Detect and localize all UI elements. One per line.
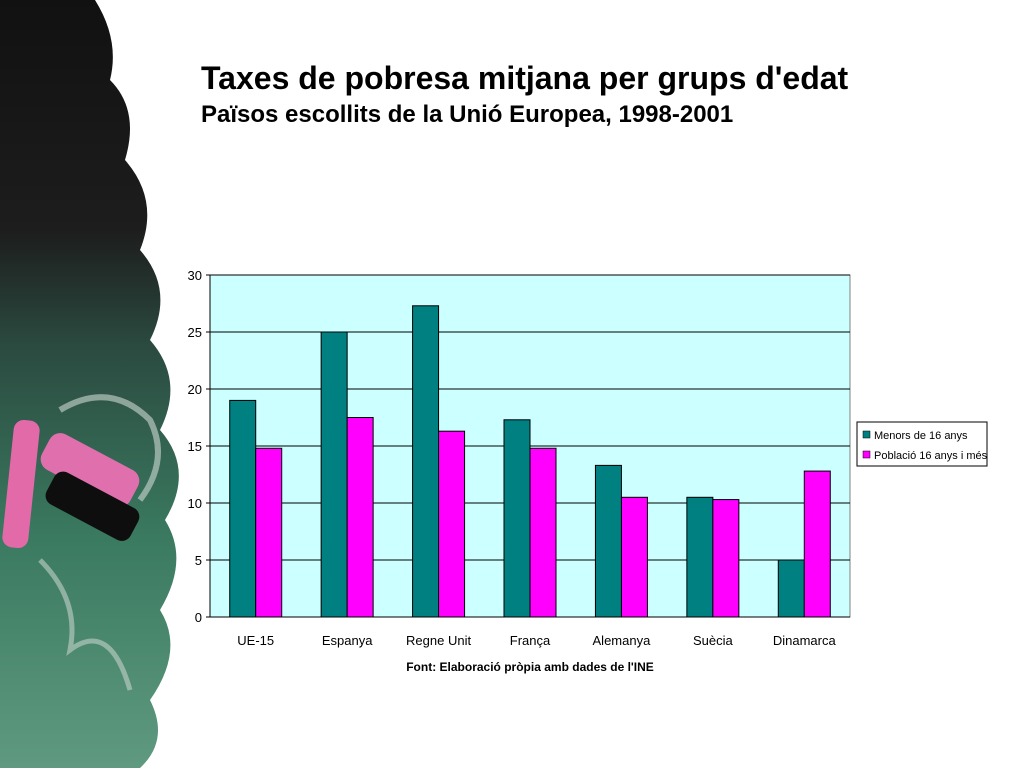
chalkboard-decoration <box>0 0 179 768</box>
bar-poblacio-regne-unit <box>438 430 466 618</box>
legend-box <box>856 421 988 467</box>
page-subtitle: Països escollits de la Unió Europea, 199… <box>201 101 734 128</box>
bar-poblacio-su-cia <box>712 499 740 618</box>
legend-swatch-poblacio <box>862 450 871 459</box>
chalkboard-area <box>0 0 179 768</box>
bar-menors-espanya <box>320 331 348 618</box>
bar-poblacio-ue-15 <box>255 447 283 618</box>
bar-poblacio-alemanya <box>620 496 648 618</box>
x-tick-label: Suècia <box>693 633 734 648</box>
x-tick-label: Dinamarca <box>773 633 837 648</box>
y-tick-label: 20 <box>188 382 202 397</box>
bar-poblacio-fran-a <box>529 447 557 618</box>
x-axis-ticks: UE-15 Espanya Regne Unit França Alemanya Suèc… <box>237 633 836 648</box>
x-tick-label: França <box>510 633 551 648</box>
bar-menors-ue-15 <box>229 399 257 618</box>
y-tick-label: 10 <box>188 496 202 511</box>
x-tick-label: Regne Unit <box>406 633 471 648</box>
page-title: Taxes de pobresa mitjana per grups d'eda… <box>201 60 849 96</box>
bar-menors-regne-unit <box>412 305 440 618</box>
bar-poblacio-espanya <box>346 417 374 618</box>
y-tick-label: 15 <box>188 439 202 454</box>
legend-swatch-menors <box>862 430 871 439</box>
x-tick-label: Espanya <box>322 633 373 648</box>
y-tick-label: 30 <box>188 268 202 283</box>
bar-menors-dinamarca <box>777 559 805 618</box>
bar-chart: 0 5 10 15 20 25 30 UE-15 Espanya Regne Unit Franç… <box>188 268 988 674</box>
x-tick-label: UE-15 <box>237 633 274 648</box>
bar-menors-su-cia <box>686 496 714 618</box>
pink-chalk-icon <box>2 419 140 549</box>
legend: Menors de 16 anys Població 16 anys i més <box>856 421 988 467</box>
bar-poblacio-dinamarca <box>803 470 831 618</box>
y-tick-label: 5 <box>195 553 202 568</box>
x-axis-label: Font: Elaboració pròpia amb dades de l'I… <box>406 660 654 674</box>
y-tick-label: 0 <box>195 610 202 625</box>
legend-label-menors: Menors de 16 anys <box>874 430 968 442</box>
bar-menors-fran-a <box>503 419 531 618</box>
bars <box>229 305 831 618</box>
legend-label-poblacio: Població 16 anys i més <box>874 450 988 462</box>
y-axis-ticks: 0 5 10 15 20 25 30 <box>188 268 210 625</box>
bar-menors-alemanya <box>594 464 622 618</box>
x-tick-label: Alemanya <box>593 633 652 648</box>
y-tick-label: 25 <box>188 325 202 340</box>
